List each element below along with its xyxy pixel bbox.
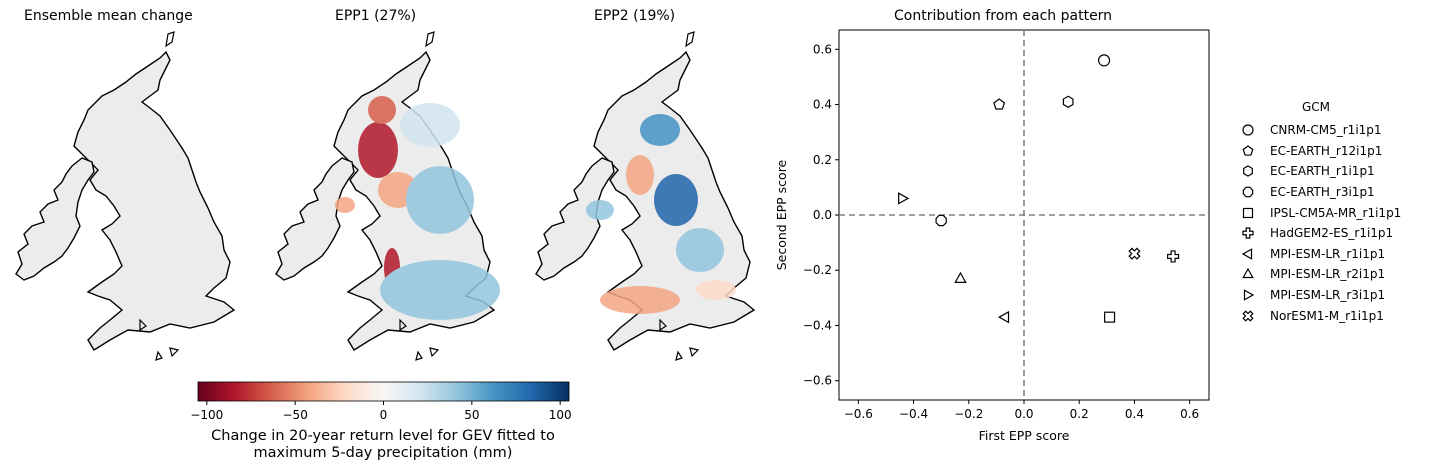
legend-item: MPI-ESM-LR_r1i1p1 (1236, 244, 1436, 265)
legend-label: HadGEM2-ES_r1i1p1 (1270, 226, 1394, 241)
data-point-NorESM1-M_r1i1p1 (1128, 247, 1141, 260)
colorbar-tick-label: −100 (190, 408, 223, 420)
x-tick-label: −0.6 (844, 407, 873, 421)
x-tick-label: 0.0 (1014, 407, 1033, 421)
legend-marker-icon (1243, 289, 1255, 301)
y-tick-label: 0.4 (813, 98, 832, 112)
legend-marker (1242, 310, 1254, 322)
legend-label: MPI-ESM-LR_r1i1p1 (1270, 246, 1386, 261)
legend-label: MPI-ESM-LR_r3i1p1 (1270, 288, 1386, 303)
y-tick-label: 0.2 (813, 153, 832, 167)
colorbar-label-line2: maximum 5-day precipitation (mm) (253, 445, 513, 461)
x-tick-label: −0.2 (954, 407, 983, 421)
colorbar-label: Change in 20-year return level for GEV f… (168, 428, 598, 462)
legend-marker-icon (1242, 186, 1254, 198)
map-epp1 (275, 31, 500, 361)
legend-marker (1241, 248, 1253, 260)
map-epp2 (535, 31, 755, 361)
legend-marker (1242, 207, 1254, 218)
x-tick-label: 0.6 (1180, 407, 1199, 421)
map-title-epp1: EPP1 (27%) (335, 8, 417, 24)
data-point-CNRM-CM5_r1i1p1 (1097, 54, 1111, 67)
legend: GCM CNRM-CM5_r1i1p1 EC-EARTH_r12i1p1 EC-EA… (1236, 100, 1436, 326)
legend-marker (1242, 186, 1254, 198)
data-point-HadGEM2-ES_r1i1p1 (1167, 250, 1180, 263)
legend-marker-icon (1242, 268, 1254, 279)
maps-figure: −100 −50 0 50 100 (15, 31, 755, 420)
legend-label: MPI-ESM-LR_r2i1p1 (1270, 267, 1386, 282)
colorbar-tick-label: 50 (464, 408, 479, 420)
legend-label: EC-EARTH_r1i1p1 (1270, 164, 1375, 179)
map-ensemble-mean (15, 31, 235, 361)
legend-item: HadGEM2-ES_r1i1p1 (1236, 223, 1436, 244)
map-title-epp2: EPP2 (19%) (594, 8, 676, 24)
legend-label: CNRM-CM5_r1i1p1 (1270, 123, 1382, 138)
colorbar-tick-label: 0 (380, 408, 388, 420)
data-point-MPI-ESM-LR_r3i1p1 (898, 192, 910, 205)
y-tick-label: −0.6 (803, 374, 832, 388)
legend-label: NorESM1-M_r1i1p1 (1270, 308, 1384, 323)
colorbar-tick-label: 100 (549, 408, 572, 420)
legend-item: CNRM-CM5_r1i1p1 (1236, 120, 1436, 141)
legend-item: EC-EARTH_r3i1p1 (1236, 182, 1436, 203)
legend-item: IPSL-CM5A-MR_r1i1p1 (1236, 202, 1436, 223)
legend-marker-icon (1241, 248, 1253, 260)
legend-marker (1242, 268, 1254, 279)
legend-label: IPSL-CM5A-MR_r1i1p1 (1270, 205, 1402, 220)
legend-label: EC-EARTH_r3i1p1 (1270, 185, 1375, 200)
legend-label: EC-EARTH_r12i1p1 (1270, 143, 1383, 158)
legend-marker-icon (1242, 227, 1254, 239)
legend-marker (1243, 289, 1255, 301)
chart-title: Contribution from each pattern (894, 8, 1113, 24)
legend-item: MPI-ESM-LR_r2i1p1 (1236, 264, 1436, 285)
y-tick-label: −0.4 (803, 318, 832, 332)
y-tick-label: −0.2 (803, 263, 832, 277)
legend-marker (1242, 227, 1254, 239)
data-point-IPSL-CM5A-MR_r1i1p1 (1104, 311, 1116, 323)
map-title-ensemble-mean: Ensemble mean change (24, 8, 193, 24)
x-tick-label: 0.2 (1070, 407, 1089, 421)
legend-marker-icon (1242, 207, 1254, 218)
y-tick-label: 0.6 (813, 42, 832, 56)
legend-marker (1242, 124, 1254, 136)
data-point-EC-EARTH_r3i1p1 (935, 214, 947, 227)
data-point-MPI-ESM-LR_r2i1p1 (954, 271, 967, 283)
colorbar-tick-label: −50 (283, 408, 308, 420)
legend-title: GCM (1301, 100, 1331, 114)
legend-item: EC-EARTH_r12i1p1 (1236, 141, 1436, 162)
data-point-EC-EARTH_r1i1p1 (1062, 95, 1074, 108)
legend-item: MPI-ESM-LR_r3i1p1 (1236, 285, 1436, 306)
x-tick-label: −0.4 (899, 407, 928, 421)
legend-item: NorESM1-M_r1i1p1 (1236, 305, 1436, 326)
legend-marker-icon (1242, 310, 1254, 322)
legend-marker-icon (1243, 165, 1253, 178)
data-point-EC-EARTH_r12i1p1 (993, 98, 1006, 110)
legend-marker (1243, 165, 1253, 178)
colorbar-label-line1: Change in 20-year return level for GEV f… (211, 428, 555, 444)
legend-marker (1242, 145, 1254, 156)
plot-frame (838, 29, 1210, 401)
legend-item: EC-EARTH_r1i1p1 (1236, 161, 1436, 182)
y-tick-label: 0.0 (813, 208, 832, 222)
legend-marker-icon (1242, 145, 1254, 156)
colorbar-ticks: −100 −50 0 50 100 (190, 401, 572, 420)
data-point-MPI-ESM-LR_r1i1p1 (997, 310, 1010, 324)
colorbar (197, 381, 570, 402)
x-tick-label: 0.4 (1125, 407, 1144, 421)
x-axis-label: First EPP score (979, 428, 1070, 443)
legend-marker-icon (1242, 124, 1254, 136)
y-axis-label: Second EPP score (774, 159, 789, 270)
